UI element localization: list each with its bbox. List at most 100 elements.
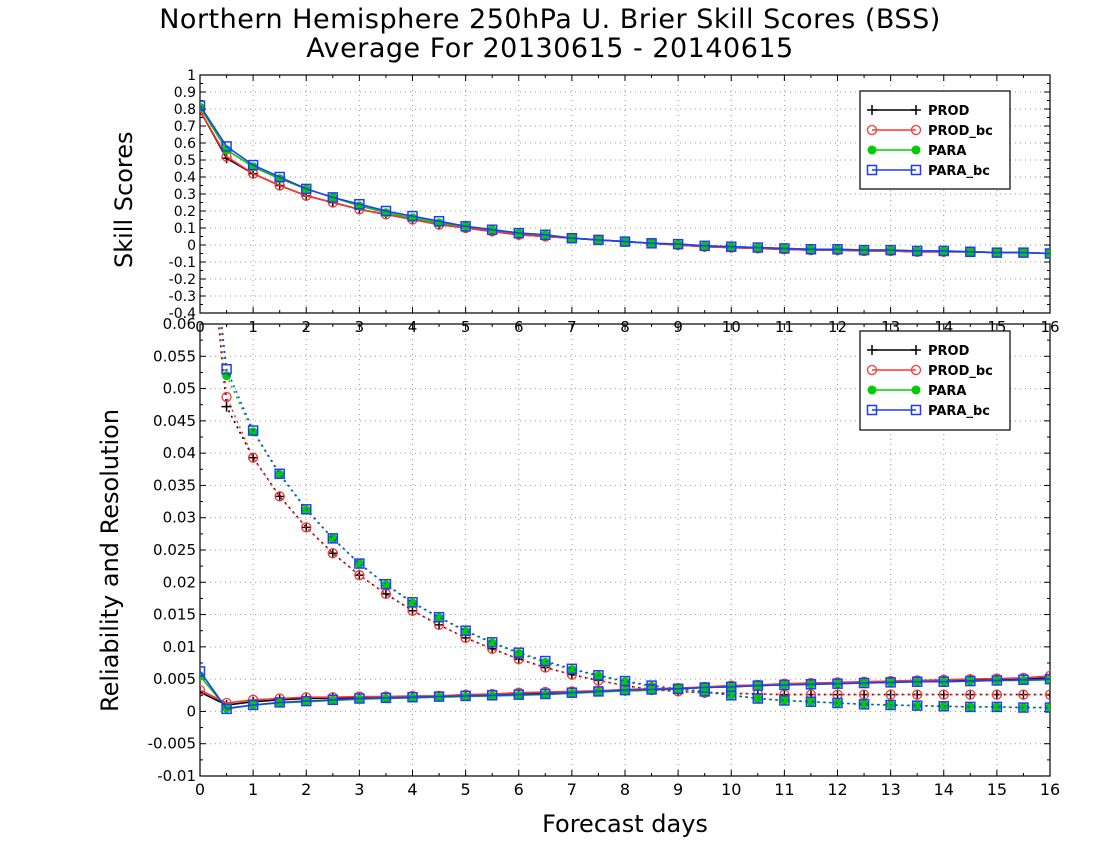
data-point <box>327 694 339 706</box>
y-tick-label: 0 <box>186 702 196 720</box>
data-point <box>566 687 578 698</box>
data-point <box>247 425 259 436</box>
legend-marker <box>867 385 877 395</box>
bottom-panel: -0.01 -0.005 0 0.005 0.01 0.015 0.02 0.025 0.03 0… <box>148 315 1061 799</box>
data-point <box>938 245 949 257</box>
data-point <box>221 703 232 715</box>
x-tick-label: 4 <box>407 780 417 799</box>
y-tick-label: -0.3 <box>169 289 196 305</box>
data-point <box>620 677 630 687</box>
data-point <box>752 242 764 253</box>
legend-marker <box>911 145 921 155</box>
data-point <box>699 682 710 693</box>
legend-marker <box>867 345 877 355</box>
y-tick-label: -0.01 <box>157 767 196 785</box>
axes: -0.01 -0.005 0 0.005 0.01 0.015 0.02 0.025 0.03 0… <box>148 315 1061 799</box>
chart-subtitle: Average For 20130615 - 20140615 <box>306 33 794 64</box>
legend-label: PROD <box>928 104 970 119</box>
x-tick-label: 1 <box>248 780 258 799</box>
data-point <box>938 676 949 687</box>
y-tick-label: 0.035 <box>153 476 196 494</box>
y-tick-label: 0 <box>187 238 196 254</box>
data-point <box>726 690 736 700</box>
data-point <box>912 689 923 700</box>
y-tick-label: 1 <box>187 68 196 84</box>
chart-title: Northern Hemisphere 250hPa U. Brier Skil… <box>159 4 941 35</box>
legend-label: PROD <box>928 344 970 359</box>
data-point <box>540 688 551 700</box>
y-tick-label: 0.025 <box>153 541 196 559</box>
data-point <box>938 689 949 700</box>
data-point <box>221 401 232 412</box>
legend-label: PROD_bc <box>928 124 993 139</box>
data-point <box>806 697 816 707</box>
y-tick-label: 0.3 <box>174 187 196 203</box>
data-point <box>566 663 578 675</box>
y-tick-label: 0.9 <box>174 85 196 101</box>
legend-marker <box>867 105 877 115</box>
data-point <box>805 244 817 255</box>
data-point <box>885 689 896 700</box>
y-tick-label: 0.015 <box>153 606 196 624</box>
data-point <box>991 675 1003 686</box>
data-point <box>380 692 392 704</box>
legend-marker <box>911 105 921 115</box>
legend-marker <box>866 164 878 176</box>
data-point <box>433 215 445 227</box>
x-tick-label: 2 <box>301 780 311 799</box>
data-point <box>221 391 232 403</box>
data-point <box>912 689 923 700</box>
data-point <box>247 159 259 171</box>
data-point <box>753 694 763 704</box>
x-tick-label: 0 <box>195 780 205 799</box>
data-point <box>221 363 232 375</box>
data-point <box>779 695 790 706</box>
data-point <box>274 468 285 480</box>
data-point <box>779 695 789 705</box>
series-para-bc <box>200 100 1050 259</box>
data-point <box>433 611 445 623</box>
data-point <box>805 679 817 690</box>
x-tick-label: 8 <box>620 780 630 799</box>
y-tick-label: 0.045 <box>153 412 196 430</box>
series-line <box>200 105 1050 255</box>
x-tick-label: 10 <box>721 780 741 799</box>
data-point <box>991 689 1003 700</box>
data-point <box>885 699 896 711</box>
data-point <box>407 597 418 608</box>
data-point <box>200 666 206 677</box>
data-point <box>1045 703 1050 713</box>
data-point <box>619 684 631 696</box>
x-tick-label: 5 <box>461 780 471 799</box>
data-point <box>885 689 896 700</box>
data-point <box>354 198 365 210</box>
legend-label: PARA <box>928 144 966 159</box>
data-point <box>593 670 604 681</box>
data-point <box>779 243 790 254</box>
data-point <box>460 690 471 702</box>
x-tick-label: 12 <box>827 780 847 799</box>
data-point <box>699 240 710 252</box>
y-tick-label: 0.055 <box>153 347 196 365</box>
y-tick-label: -0.2 <box>169 272 196 288</box>
data-point <box>328 533 338 543</box>
top-panel: -0.4-0.3-0.2-0.100.10.20.30.40.50.60.70.… <box>169 68 1060 336</box>
series-line <box>200 670 1050 710</box>
data-point <box>301 522 312 533</box>
data-point <box>965 702 975 712</box>
data-point <box>221 141 232 152</box>
y-tick-label: 0.4 <box>174 170 196 186</box>
data-point <box>274 491 285 502</box>
data-point <box>274 697 285 708</box>
y-tick-label: 0.04 <box>163 444 196 462</box>
x-axis-label: Forecast days <box>542 810 708 838</box>
data-point <box>672 238 684 250</box>
plot-area <box>200 324 1050 715</box>
data-point <box>991 247 1003 258</box>
data-point <box>593 234 604 246</box>
x-tick-label: 14 <box>934 780 954 799</box>
y-tick-label: 0.2 <box>174 204 196 220</box>
data-point <box>1044 689 1050 700</box>
x-tick-label: 9 <box>673 780 683 799</box>
